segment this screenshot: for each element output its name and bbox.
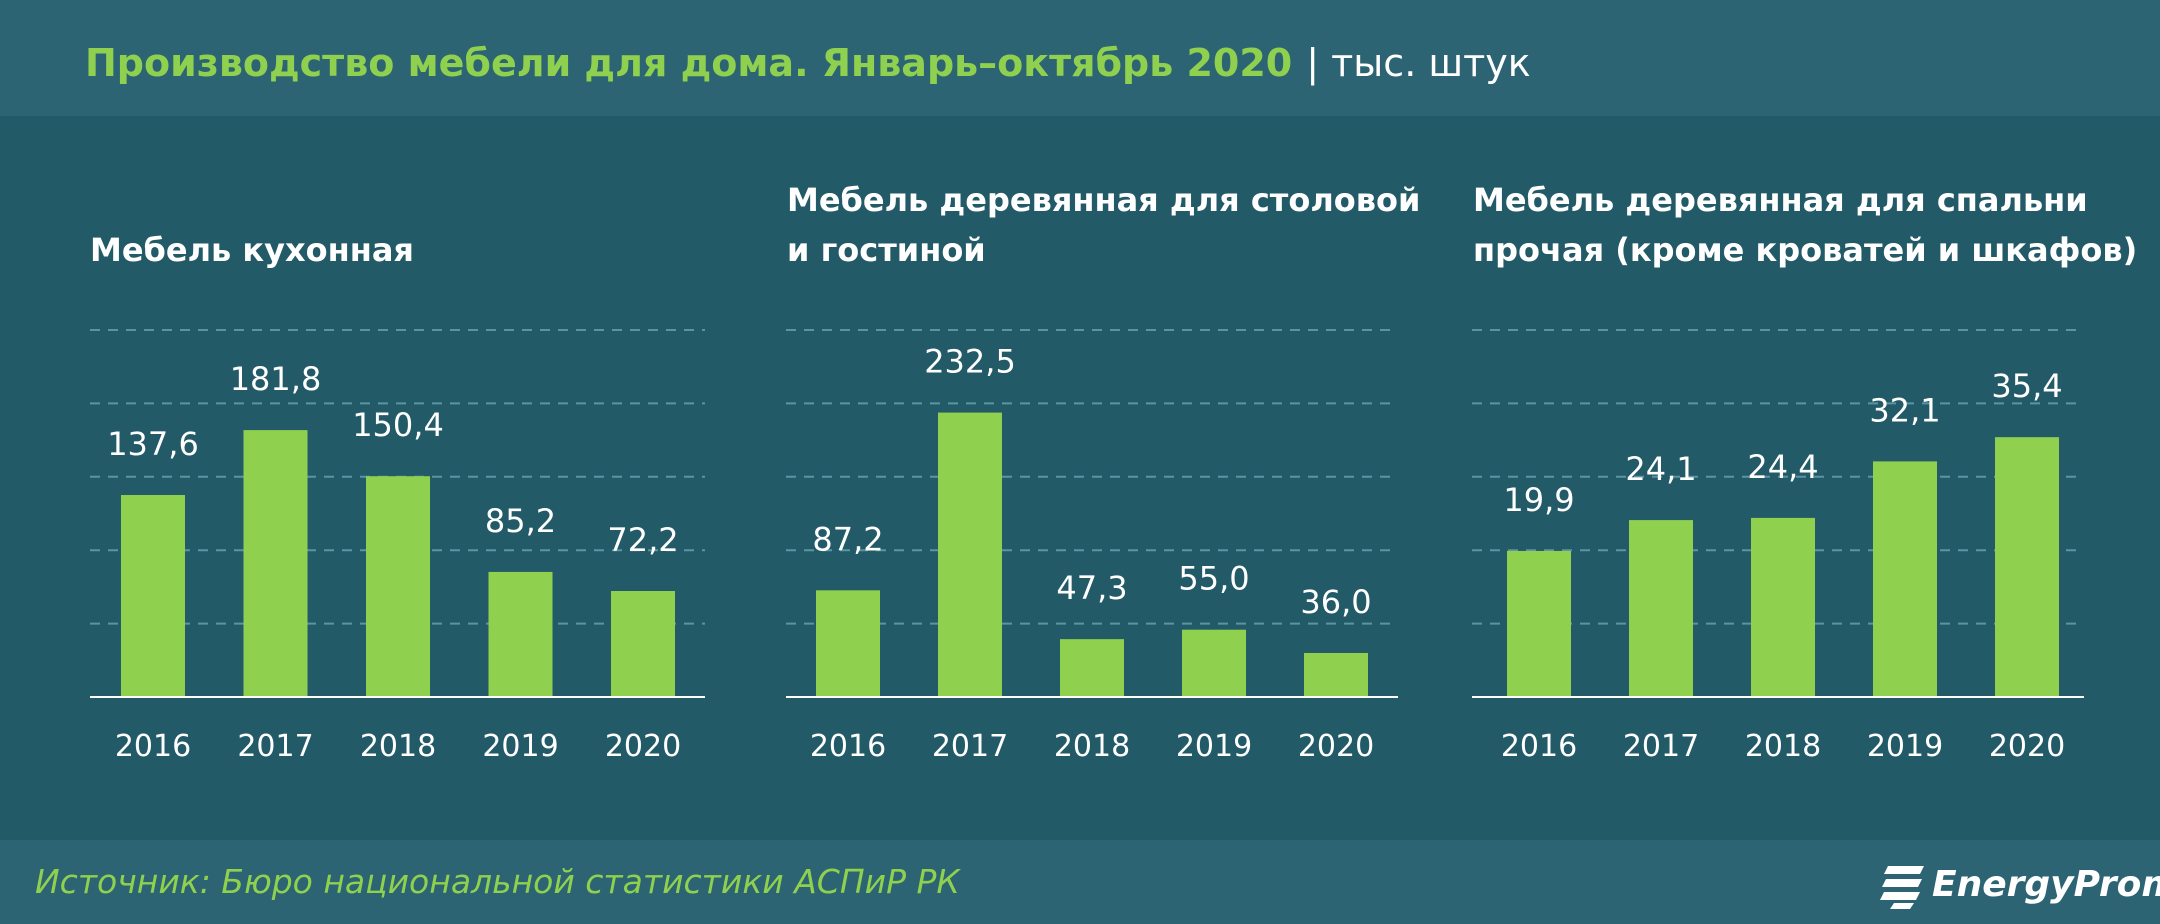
data-label: 85,2 [485, 502, 556, 540]
x-tick-label: 2018 [1054, 729, 1130, 764]
source-note: Источник: Бюро национальной статистики А… [35, 862, 960, 901]
x-tick-label: 2020 [1989, 729, 2065, 764]
panel-title-line: и гостиной [787, 231, 986, 269]
energyprom-logo-icon [1880, 866, 1924, 909]
x-tick-label: 2017 [932, 729, 1008, 764]
charts-canvas: 137,6 2016 181,8 2017 150,4 2018 85,2 2019 72,2 2… [90, 329, 2084, 764]
unit-label: тыс. штук [1331, 41, 1531, 85]
data-label: 72,2 [607, 521, 678, 559]
data-label: 55,0 [1178, 560, 1249, 598]
panel-title-bedroom: Мебель деревянная для спальни прочая (кр… [1473, 175, 2137, 275]
data-label: 35,4 [1991, 367, 2062, 405]
data-label: 47,3 [1056, 569, 1127, 607]
bar [1182, 629, 1246, 697]
bar-chart-2: 19,9 2016 24,1 2017 24,4 2018 32,1 2019 35,4 2020 [1472, 329, 2084, 764]
data-label: 19,9 [1503, 481, 1574, 519]
data-label: 232,5 [924, 343, 1016, 381]
header-text: Производство мебели для дома. Январь–окт… [85, 38, 1531, 88]
bar [1995, 437, 2059, 697]
x-tick-label: 2019 [1176, 729, 1252, 764]
bar [366, 476, 430, 697]
x-tick-label: 2020 [1298, 729, 1374, 764]
data-label: 32,1 [1869, 391, 1940, 429]
footer-band: Источник: Бюро национальной статистики А… [0, 840, 2160, 924]
data-label: 137,6 [107, 425, 199, 463]
data-label: 24,4 [1747, 448, 1818, 486]
x-tick-label: 2018 [1745, 729, 1821, 764]
x-tick-label: 2020 [605, 729, 681, 764]
bar [1751, 517, 1815, 697]
panel-title-line: Мебель деревянная для спальни [1473, 181, 2088, 219]
bar-chart-1: 87,2 2016 232,5 2017 47,3 2018 55,0 2019 36,0 202… [786, 329, 1398, 764]
bar [488, 571, 553, 697]
bar [1507, 550, 1571, 697]
x-tick-label: 2016 [115, 729, 191, 764]
panel-title-kitchen: Мебель кухонная [90, 225, 414, 275]
x-tick-label: 2016 [1501, 729, 1577, 764]
title-separator: | [1306, 41, 1320, 85]
bar [938, 412, 1002, 697]
panel-title-dining: Мебель деревянная для столовой и гостино… [787, 175, 1420, 275]
chart-main-title: Производство мебели для дома. Январь–окт… [85, 41, 1293, 85]
logo-text: EnergyProm [1932, 864, 2160, 905]
data-label: 150,4 [352, 406, 444, 444]
panel-title-line: Мебель кухонная [90, 231, 414, 269]
bar [1060, 639, 1124, 697]
x-tick-label: 2018 [360, 729, 436, 764]
bar [816, 590, 880, 697]
bar [1873, 461, 1937, 697]
panel-title-line: прочая (кроме кроватей и шкафов) [1473, 231, 2138, 269]
bar [243, 430, 308, 697]
energyprom-logo: EnergyProm [1880, 858, 2160, 912]
x-tick-label: 2017 [1623, 729, 1699, 764]
header-band: Производство мебели для дома. Январь–окт… [0, 0, 2160, 116]
data-label: 87,2 [812, 520, 883, 558]
data-label: 36,0 [1300, 583, 1371, 621]
x-tick-label: 2019 [482, 729, 558, 764]
data-label: 181,8 [230, 360, 322, 398]
panel-title-line: Мебель деревянная для столовой [787, 181, 1421, 219]
data-label: 24,1 [1625, 450, 1696, 488]
bar [121, 495, 185, 697]
bar [1304, 652, 1368, 697]
bar [611, 591, 675, 697]
x-tick-label: 2019 [1867, 729, 1943, 764]
bar [1629, 520, 1693, 697]
x-tick-label: 2017 [237, 729, 313, 764]
x-tick-label: 2016 [810, 729, 886, 764]
bar-chart-0: 137,6 2016 181,8 2017 150,4 2018 85,2 2019 72,2 2… [90, 329, 705, 764]
